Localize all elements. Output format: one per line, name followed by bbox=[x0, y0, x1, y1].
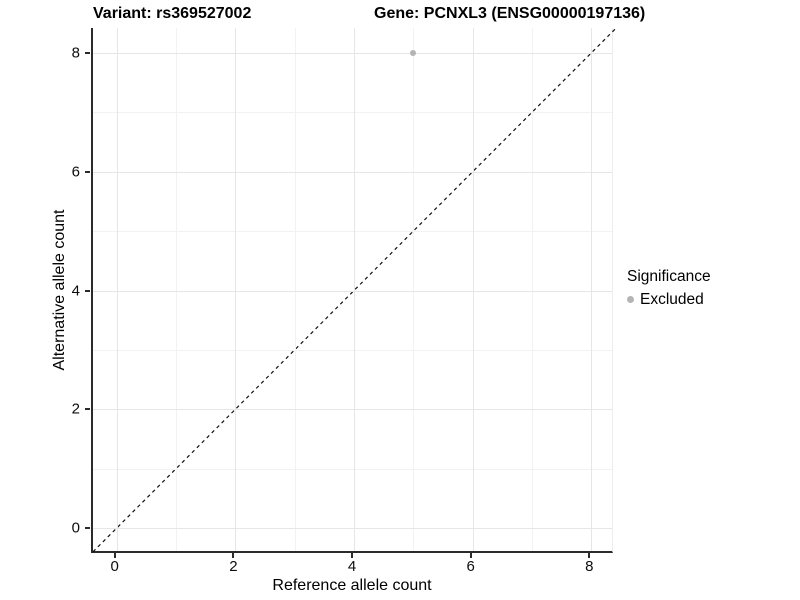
y-axis-tick bbox=[85, 289, 90, 292]
minor-gridline-x bbox=[531, 28, 533, 551]
y-axis-title: Alternative allele count bbox=[51, 209, 68, 371]
major-gridline-y bbox=[93, 52, 612, 54]
x-axis-title: Reference allele count bbox=[272, 577, 432, 594]
y-tick-label: 2 bbox=[71, 400, 80, 418]
y-tick-label: 0 bbox=[71, 519, 80, 537]
minor-gridline-x bbox=[294, 28, 296, 551]
legend: Significance Excluded bbox=[627, 267, 711, 309]
legend-items: Excluded bbox=[627, 290, 711, 309]
y-axis-tick bbox=[85, 51, 90, 54]
minor-gridline-y bbox=[93, 112, 612, 114]
y-tick-label: 8 bbox=[71, 44, 80, 62]
plot-title-variant: Variant: rs369527002 bbox=[93, 5, 252, 22]
y-axis-tick bbox=[85, 170, 90, 173]
major-gridline-x bbox=[472, 28, 474, 551]
y-axis-tick bbox=[85, 408, 90, 411]
y-axis-tick bbox=[85, 527, 90, 530]
x-axis-tick bbox=[113, 553, 116, 558]
x-axis-tick bbox=[232, 553, 235, 558]
y-tick-label: 4 bbox=[71, 282, 80, 299]
minor-gridline-y bbox=[93, 349, 612, 351]
major-gridline-x bbox=[354, 28, 355, 551]
legend-title: Significance bbox=[627, 268, 711, 285]
scatter-point bbox=[410, 49, 417, 56]
minor-gridline-y bbox=[93, 231, 612, 233]
minor-gridline-x bbox=[176, 28, 178, 551]
legend-item: Excluded bbox=[627, 290, 711, 309]
y-tick-label: 6 bbox=[71, 163, 80, 181]
major-gridline-x bbox=[591, 28, 593, 551]
major-gridline-x bbox=[116, 28, 118, 551]
plot-panel bbox=[91, 28, 616, 553]
x-tick-label: 6 bbox=[466, 558, 475, 575]
major-gridline-x bbox=[235, 28, 237, 551]
x-tick-label: 2 bbox=[229, 558, 238, 575]
legend-point-icon bbox=[627, 296, 634, 303]
plot-title-gene: Gene: PCNXL3 (ENSG00000197136) bbox=[374, 5, 646, 22]
major-gridline-y bbox=[93, 528, 612, 530]
legend-item-label: Excluded bbox=[640, 291, 704, 308]
minor-gridline-y bbox=[93, 468, 612, 470]
x-tick-label: 4 bbox=[347, 558, 357, 575]
x-axis-tick bbox=[469, 553, 472, 558]
minor-gridline-x bbox=[413, 28, 415, 551]
major-gridline-y bbox=[93, 409, 612, 411]
major-gridline-y bbox=[93, 290, 612, 292]
x-axis-tick bbox=[588, 553, 591, 558]
major-gridline-y bbox=[93, 171, 612, 173]
x-tick-label: 0 bbox=[110, 558, 119, 575]
x-axis-tick bbox=[351, 553, 353, 558]
x-tick-label: 8 bbox=[585, 558, 594, 575]
